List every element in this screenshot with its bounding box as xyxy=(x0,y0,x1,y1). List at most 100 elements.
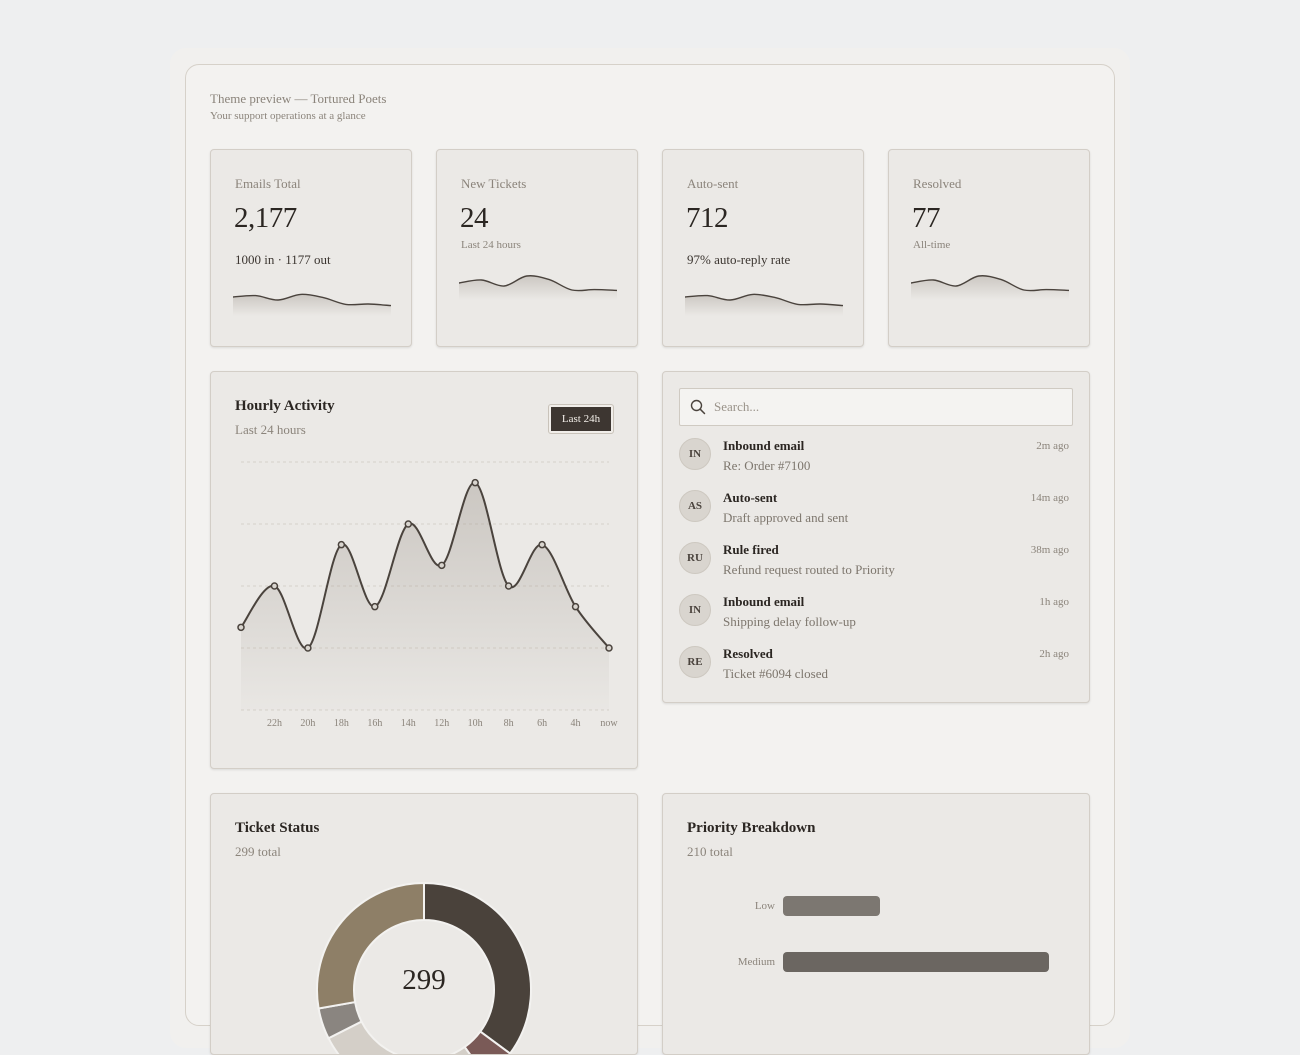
sparkline xyxy=(233,293,391,316)
avatar: IN xyxy=(679,438,711,470)
data-point xyxy=(605,644,613,652)
stat-subtext: 1000 in · 1177 out xyxy=(235,252,331,267)
data-point xyxy=(337,540,346,549)
avatar: RE xyxy=(679,646,711,678)
data-point xyxy=(437,561,446,570)
feed-item[interactable]: RE Resolved Ticket #6094 closed 2h ago xyxy=(679,646,1071,694)
priority-label-low: Low xyxy=(754,900,775,912)
sparkline-line xyxy=(911,275,1069,292)
x-tick-label: 18h xyxy=(334,718,349,729)
priority-bar-medium xyxy=(783,952,1049,972)
data-point xyxy=(504,582,513,590)
page-subtitle: Your support operations at a glance xyxy=(210,110,366,122)
feed-item-title: Rule fired xyxy=(723,542,779,557)
sparkline xyxy=(459,275,617,300)
x-tick-label: now xyxy=(600,718,618,729)
stat-label: Emails Total xyxy=(235,176,301,191)
stat-label: Resolved xyxy=(913,176,962,191)
data-point xyxy=(304,644,312,652)
data-point xyxy=(371,602,379,611)
card-subtitle: Last 24 hours xyxy=(235,422,306,437)
stat-label: Auto-sent xyxy=(687,176,739,191)
feed-item[interactable]: AS Auto-sent Draft approved and sent 14m… xyxy=(679,490,1071,538)
feed-item-description: Draft approved and sent xyxy=(723,510,849,525)
search-input[interactable] xyxy=(712,391,1066,423)
hourly-activity-card: Hourly Activity Last 24 hours Last 24h 2… xyxy=(210,371,638,769)
feed-item[interactable]: IN Inbound email Re: Order #7100 2m ago xyxy=(679,438,1071,486)
stat-value: 77 xyxy=(912,202,941,234)
x-tick-label: 8h xyxy=(504,718,514,729)
search-icon xyxy=(690,399,706,415)
card-subtitle: 299 total xyxy=(235,844,281,859)
ticket-status-donut-chart xyxy=(316,881,532,1054)
stat-card-auto-sent: Auto-sent 712 97% auto-reply rate xyxy=(662,149,864,347)
stat-subtext: 97% auto-reply rate xyxy=(687,252,791,267)
data-point xyxy=(471,478,479,487)
avatar: RU xyxy=(679,542,711,574)
x-tick-label: 10h xyxy=(468,718,483,729)
card-title: Ticket Status xyxy=(235,820,320,836)
x-tick-label: 4h xyxy=(571,718,581,729)
stat-card-emails-total: Emails Total 2,177 1000 in · 1177 out xyxy=(210,149,412,347)
page-title: Theme preview — Tortured Poets xyxy=(210,91,387,106)
time-range-button[interactable]: Last 24h xyxy=(548,404,614,434)
sparkline xyxy=(685,293,843,316)
feed-item-description: Ticket #6094 closed xyxy=(723,666,828,681)
search-field[interactable] xyxy=(679,388,1073,426)
card-title: Hourly Activity xyxy=(235,398,335,414)
feed-item-timestamp: 38m ago xyxy=(1030,544,1069,556)
data-point xyxy=(404,520,413,528)
stat-card-resolved: Resolved 77 All-time xyxy=(888,149,1090,347)
stat-card-new-tickets: New Tickets 24 Last 24 hours xyxy=(436,149,638,347)
sparkline-area xyxy=(459,275,617,300)
sparkline-line xyxy=(459,275,617,292)
card-title: Priority Breakdown xyxy=(687,820,816,836)
sparkline xyxy=(911,275,1069,300)
stat-subtext: All-time xyxy=(913,239,951,251)
feed-item-timestamp: 1h ago xyxy=(1039,596,1069,608)
sparkline-area xyxy=(911,275,1069,300)
sparkline-line xyxy=(233,293,391,307)
ticket-status-card: Ticket Status 299 total 299 xyxy=(210,793,638,1055)
feed-item-title: Inbound email xyxy=(723,594,805,609)
feed-item-title: Inbound email xyxy=(723,438,805,453)
stat-subtext: Last 24 hours xyxy=(461,239,521,251)
avatar: AS xyxy=(679,490,711,522)
data-point xyxy=(538,540,546,549)
feed-item-description: Re: Order #7100 xyxy=(723,458,811,473)
feed-item-title: Resolved xyxy=(723,646,773,661)
card-subtitle: 210 total xyxy=(687,844,733,859)
priority-breakdown-card: Priority Breakdown 210 total Low Medium xyxy=(662,793,1090,1055)
avatar: IN xyxy=(679,594,711,626)
priority-bar-low xyxy=(783,896,881,916)
feed-item-timestamp: 2m ago xyxy=(1036,440,1069,452)
stat-value: 712 xyxy=(686,202,729,234)
x-tick-label: 16h xyxy=(367,718,382,729)
feed-item-timestamp: 14m ago xyxy=(1030,492,1069,504)
activity-feed-card: IN Inbound email Re: Order #7100 2m ago … xyxy=(662,371,1090,703)
x-tick-label: 14h xyxy=(401,718,416,729)
feed-item-description: Refund request routed to Priority xyxy=(723,562,895,577)
x-tick-label: 6h xyxy=(537,718,547,729)
feed-item-timestamp: 2h ago xyxy=(1039,648,1069,660)
feed-item-description: Shipping delay follow-up xyxy=(723,614,856,629)
feed-item[interactable]: IN Inbound email Shipping delay follow-u… xyxy=(679,594,1071,642)
data-point xyxy=(237,623,245,632)
stat-value: 2,177 xyxy=(234,202,297,234)
feed-item-title: Auto-sent xyxy=(723,490,778,505)
sparkline-area xyxy=(685,294,843,316)
sparkline-line xyxy=(685,293,843,307)
x-tick-label: 20h xyxy=(300,718,315,729)
sparkline-area xyxy=(233,294,391,316)
x-tick-label: 22h xyxy=(267,718,282,729)
donut-slice xyxy=(316,881,425,1010)
activity-area xyxy=(241,482,609,710)
priority-label-medium: Medium xyxy=(737,956,775,968)
donut-center-total: 299 xyxy=(402,964,446,996)
x-tick-label: 12h xyxy=(434,718,449,729)
data-point xyxy=(270,582,279,590)
feed-item[interactable]: RU Rule fired Refund request routed to P… xyxy=(679,542,1071,590)
hourly-activity-chart: 22h 20h 18h 16h 14h 12h 10h 8h 6h 4h now xyxy=(237,461,618,729)
stat-value: 24 xyxy=(460,202,489,234)
theme-preview-panel: Theme preview — Tortured Poets Your supp… xyxy=(185,64,1115,1055)
